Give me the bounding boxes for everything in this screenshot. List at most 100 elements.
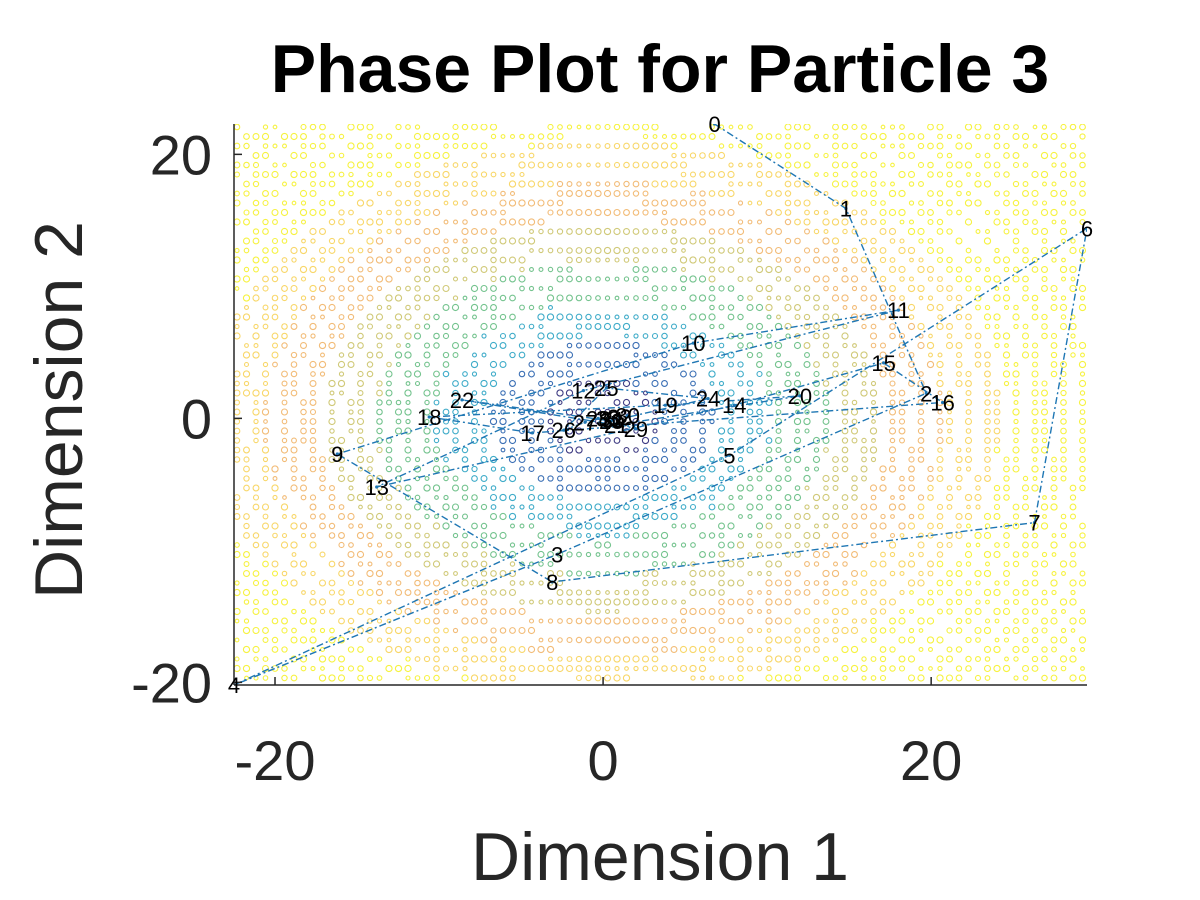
contour-ring xyxy=(652,134,658,139)
contour-ring xyxy=(528,523,535,529)
contour-ring xyxy=(262,456,269,463)
contour-ring xyxy=(670,142,678,150)
contour-ring xyxy=(310,333,316,339)
contour-ring xyxy=(234,542,240,548)
contour-ring xyxy=(1050,332,1058,340)
contour-ring xyxy=(774,579,783,587)
contour-ring xyxy=(1022,190,1029,197)
contour-ring xyxy=(898,303,906,312)
contour-ring xyxy=(1060,465,1067,473)
contour-ring xyxy=(433,332,440,340)
contour-ring xyxy=(443,589,449,596)
contour-ring xyxy=(689,180,697,188)
contour-ring xyxy=(927,276,934,282)
contour-ring xyxy=(320,352,325,358)
contour-ring xyxy=(907,655,916,663)
contour-ring xyxy=(613,399,621,406)
contour-ring xyxy=(328,484,335,491)
contour-ring xyxy=(689,332,697,340)
contour-ring xyxy=(272,143,278,149)
contour-ring xyxy=(946,504,953,510)
contour-ring xyxy=(291,475,297,482)
contour-ring xyxy=(775,190,782,197)
contour-ring xyxy=(252,484,260,492)
contour-ring xyxy=(869,427,878,435)
contour-ring xyxy=(546,645,555,654)
contour-ring xyxy=(813,561,820,567)
contour-ring xyxy=(566,228,573,235)
contour-ring xyxy=(965,285,972,292)
contour-ring xyxy=(366,180,374,188)
contour-ring xyxy=(1021,484,1030,492)
contour-ring xyxy=(1003,304,1010,311)
contour-ring xyxy=(556,513,564,520)
contour-ring xyxy=(271,304,279,311)
contour-ring xyxy=(651,379,659,388)
contour-ring xyxy=(879,304,887,311)
contour-ring xyxy=(699,218,706,226)
contour-ring xyxy=(728,143,734,149)
contour-ring xyxy=(329,409,335,415)
contour-ring xyxy=(660,417,669,426)
contour-ring xyxy=(1003,532,1010,539)
contour-ring xyxy=(575,570,582,577)
contour-ring xyxy=(414,143,421,149)
contour-ring xyxy=(975,266,981,273)
contour-ring xyxy=(651,294,659,302)
contour-ring xyxy=(404,332,412,340)
contour-ring xyxy=(499,474,507,483)
contour-ring xyxy=(1041,200,1048,206)
contour-ring xyxy=(670,361,678,368)
contour-ring xyxy=(889,370,896,378)
contour-ring xyxy=(718,532,725,539)
contour-ring xyxy=(945,655,954,663)
contour-ring xyxy=(242,294,251,302)
contour-ring xyxy=(1040,170,1049,179)
contour-ring xyxy=(433,370,440,378)
contour-ring xyxy=(404,313,412,321)
contour-ring xyxy=(490,133,497,140)
contour-ring xyxy=(747,475,753,482)
contour-ring xyxy=(624,314,629,320)
contour-ring xyxy=(518,199,526,207)
contour-ring xyxy=(661,304,668,311)
contour-ring xyxy=(652,228,658,235)
contour-ring xyxy=(366,361,374,368)
contour-ring xyxy=(490,294,497,302)
contour-ring xyxy=(519,171,525,178)
contour-ring xyxy=(1031,351,1039,359)
contour-ring xyxy=(993,142,1001,150)
contour-ring xyxy=(680,542,687,548)
contour-ring xyxy=(433,389,440,397)
contour-ring xyxy=(1003,218,1010,226)
contour-ring xyxy=(794,523,801,529)
contour-ring xyxy=(841,218,849,226)
contour-ring xyxy=(432,522,441,530)
contour-ring xyxy=(470,579,479,587)
contour-ring xyxy=(832,475,839,482)
contour-ring xyxy=(461,484,469,492)
contour-ring xyxy=(432,465,441,473)
contour-ring xyxy=(280,132,289,141)
contour-ring xyxy=(1012,645,1020,654)
contour-ring xyxy=(613,503,621,511)
contour-ring xyxy=(452,143,459,149)
contour-ring xyxy=(784,218,792,226)
contour-ring xyxy=(907,303,916,312)
contour-ring xyxy=(375,237,384,245)
contour-ring xyxy=(508,455,517,464)
contour-ring xyxy=(661,646,668,653)
contour-ring xyxy=(860,513,868,520)
contour-ring xyxy=(1041,313,1048,321)
contour-ring xyxy=(1070,647,1076,652)
contour-ring xyxy=(462,647,468,652)
contour-ring xyxy=(850,351,859,359)
contour-ring xyxy=(633,485,639,491)
contour-ring xyxy=(1040,227,1049,236)
contour-ring xyxy=(794,371,801,377)
contour-ring xyxy=(347,247,355,254)
contour-ring xyxy=(481,428,487,434)
contour-ring xyxy=(480,455,488,464)
contour-ring xyxy=(1079,446,1086,453)
contour-ring xyxy=(917,674,925,682)
